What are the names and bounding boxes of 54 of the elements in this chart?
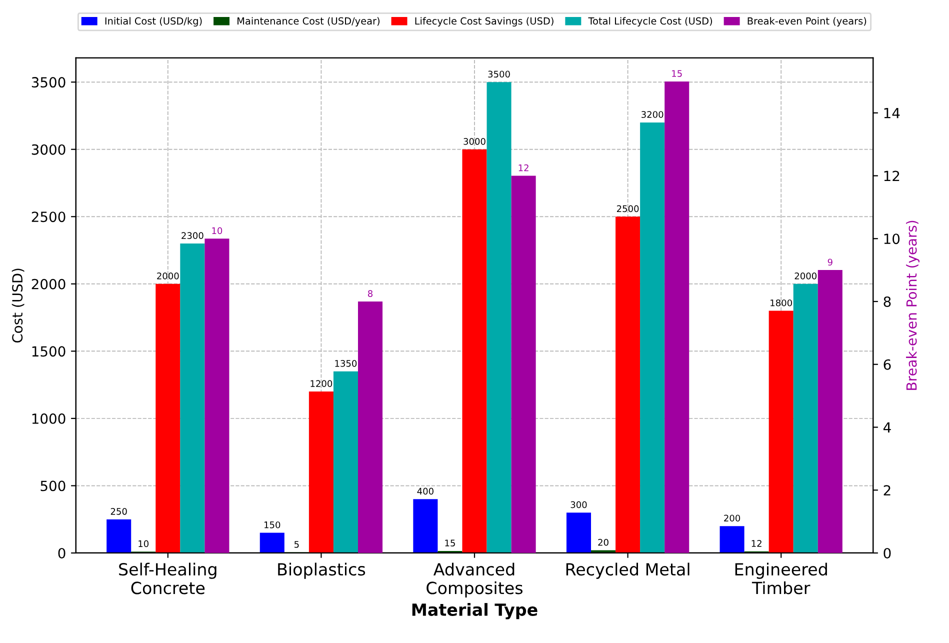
y-tick-label: 1000 <box>32 413 66 424</box>
x-tick-label: Bioplastics <box>278 562 366 579</box>
y2-tick-label: 8 <box>884 296 891 307</box>
data-label: 3200 <box>642 111 664 118</box>
data-label: 150 <box>264 521 280 528</box>
data-label: 10 <box>212 227 222 234</box>
data-label: 300 <box>570 501 587 508</box>
data-label: 15 <box>445 540 455 546</box>
y2-tick-label: 10 <box>884 234 900 244</box>
data-label: 1800 <box>770 299 792 306</box>
data-label: 200 <box>724 514 740 522</box>
legend-label: Total Lifecycle Cost (USD) <box>588 17 712 27</box>
y2-tick-label: 0 <box>884 548 891 558</box>
data-label: 15 <box>672 70 682 77</box>
y2-tick-label: 12 <box>884 170 900 182</box>
x-tick-label: Engineered Timber <box>735 562 827 594</box>
x-tick-label: Self-Healing Concrete <box>119 562 216 594</box>
y2-tick-label: 14 <box>884 108 900 118</box>
y-tick-label: 3000 <box>32 144 66 155</box>
data-label: 3500 <box>488 70 510 78</box>
data-label: 8 <box>368 290 373 297</box>
data-label: 12 <box>518 164 528 172</box>
x-axis-title: Material Type <box>412 603 538 620</box>
data-label: 1350 <box>335 360 357 367</box>
y-tick-label: 2500 <box>32 212 66 222</box>
data-label: 2000 <box>157 272 179 280</box>
y2-axis-title: Break-even Point (years) <box>906 220 920 390</box>
y2-tick-label: 6 <box>884 359 891 370</box>
y2-tick-label: 4 <box>883 422 891 433</box>
legend-label: Lifecycle Cost Savings (USD) <box>415 17 554 27</box>
y-tick-label: 3500 <box>32 77 66 88</box>
y-tick-label: 1500 <box>32 346 66 357</box>
data-label: 3000 <box>464 138 486 145</box>
y-tick-label: 0 <box>58 548 66 558</box>
y-axis-title: Cost (USD) <box>12 268 24 343</box>
y-tick-label: 500 <box>40 480 66 492</box>
x-tick-label: Recycled Metal <box>566 562 690 579</box>
data-label: 9 <box>828 258 832 266</box>
data-label: 2300 <box>182 232 204 240</box>
y-tick-label: 2000 <box>32 278 66 290</box>
data-label: 5 <box>294 541 299 548</box>
data-label: 400 <box>417 488 434 495</box>
legend-label: Maintenance Cost (USD/year) <box>238 17 380 27</box>
data-label: 12 <box>752 540 762 547</box>
legend-label: Break-even Point (years) <box>748 17 866 27</box>
data-label: 1200 <box>310 380 332 388</box>
data-label: 2500 <box>616 205 639 212</box>
data-label: 2000 <box>794 272 817 280</box>
data-label: 250 <box>110 508 127 515</box>
y2-tick-label: 2 <box>884 485 890 496</box>
x-tick-label: Advanced Composites <box>426 562 522 598</box>
data-label: 20 <box>598 538 608 546</box>
legend-label: Initial Cost (USD/kg) <box>105 17 202 27</box>
data-label: 10 <box>138 540 149 548</box>
